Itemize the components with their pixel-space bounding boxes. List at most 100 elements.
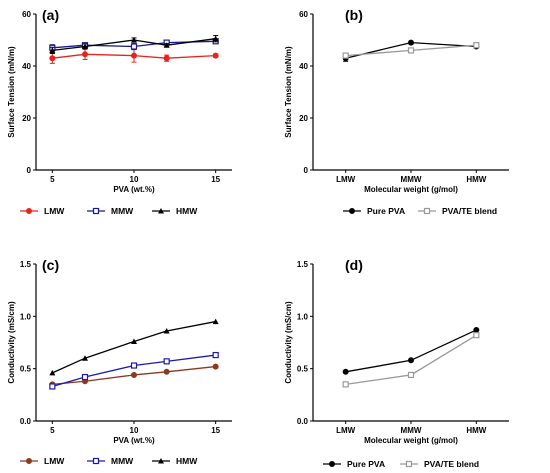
x-tick-label: 15 <box>211 175 220 184</box>
data-point <box>130 43 138 50</box>
data-point <box>212 363 219 370</box>
series-mmw <box>49 351 219 390</box>
panel-label: (d) <box>345 257 363 273</box>
y-tick-label: 1.0 <box>20 312 32 321</box>
data-point <box>49 47 56 53</box>
x-tick-label: LMW <box>336 426 356 435</box>
series-lmw <box>49 48 219 64</box>
panel-3: 0.0 0.5 1.0 1.5 5 10 15 PVA (wt.%) Conductivity … <box>7 257 232 466</box>
data-point <box>408 357 414 364</box>
legend-label: LMW <box>44 456 65 466</box>
data-point <box>473 42 480 49</box>
data-point <box>407 371 415 379</box>
data-point <box>408 39 414 46</box>
y-tick-label: 40 <box>299 62 308 71</box>
data-point <box>163 358 170 365</box>
x-axis-label: Molecular weight (g/mol) <box>364 185 458 194</box>
data-point <box>163 368 170 375</box>
series-lmw <box>49 363 219 388</box>
series-hmw <box>49 35 219 55</box>
legend-label: MMW <box>111 206 134 216</box>
x-tick-label: 5 <box>50 175 55 184</box>
panel-label: (c) <box>42 257 59 273</box>
x-tick-label: 15 <box>211 426 220 435</box>
data-point <box>163 327 170 334</box>
x-tick-label: MMW <box>401 175 422 184</box>
legend-item: PVA/TE blend <box>400 459 479 469</box>
data-point <box>49 383 56 390</box>
data-point <box>342 52 349 59</box>
legend-item: PVA/TE blend <box>418 206 497 216</box>
data-point <box>131 37 137 43</box>
x-tick-label: HMW <box>466 426 486 435</box>
legend-label: MMW <box>111 456 134 466</box>
data-point <box>473 332 480 339</box>
panel-label: (b) <box>345 7 363 23</box>
x-axis-label: PVA (wt.%) <box>113 436 155 445</box>
data-point <box>49 55 56 62</box>
legend-item: Pure PVA <box>343 206 405 216</box>
legend-marker <box>92 457 100 465</box>
legend-marker <box>26 208 32 214</box>
data-point <box>342 381 349 388</box>
legend-marker <box>26 458 32 464</box>
x-tick-label: MMW <box>401 426 422 435</box>
series-line <box>345 329 477 373</box>
legend-item: MMW <box>87 206 134 216</box>
legend-label: PVA/TE blend <box>442 206 497 216</box>
y-tick-label: 0 <box>27 166 32 175</box>
data-point <box>130 362 138 369</box>
series-pva-te-blend <box>342 42 480 59</box>
legend-item: LMW <box>20 456 65 466</box>
x-axis-label: Molecular weight (g/mol) <box>364 436 458 445</box>
data-point <box>163 55 170 62</box>
legend-item: MMW <box>87 456 134 466</box>
legend-label: Pure PVA <box>347 459 385 469</box>
data-point <box>212 35 219 42</box>
legend-marker <box>329 461 335 467</box>
legend-label: HMW <box>176 456 198 466</box>
x-tick-label: 10 <box>130 426 139 435</box>
legend-item: HMW <box>152 206 198 216</box>
series-pva-te-blend <box>342 332 480 388</box>
legend-label: LMW <box>44 206 65 216</box>
y-tick-label: 1.5 <box>297 260 309 269</box>
data-point <box>212 52 219 59</box>
data-point <box>407 47 415 54</box>
data-point <box>82 51 88 58</box>
y-tick-label: 20 <box>299 114 308 123</box>
legend-marker <box>158 208 164 214</box>
y-axis-label: Conductivity (mS/cm) <box>284 301 293 384</box>
legend-marker <box>423 207 431 215</box>
data-point <box>212 351 219 359</box>
legend-item: HMW <box>152 456 198 466</box>
y-tick-label: 0.5 <box>20 365 32 374</box>
y-tick-label: 0.0 <box>297 417 309 426</box>
legend-marker <box>158 458 164 464</box>
data-point <box>82 43 88 49</box>
y-axis-label: Surface Tension (mN/m) <box>7 46 16 138</box>
x-tick-label: HMW <box>466 175 486 184</box>
legend-marker <box>349 208 355 214</box>
x-axis-label: PVA (wt.%) <box>113 185 155 194</box>
legend-item: LMW <box>20 206 65 216</box>
y-tick-label: 20 <box>22 114 31 123</box>
legend-marker <box>92 207 100 215</box>
y-tick-label: 1.5 <box>20 260 32 269</box>
panel-2: 0 20 40 60 LMW MMW HMW Molecular weight (g/mol)… <box>284 7 509 216</box>
legend-label: PVA/TE blend <box>424 459 479 469</box>
y-tick-label: 60 <box>22 10 31 19</box>
data-point <box>49 369 56 376</box>
data-point <box>163 42 170 48</box>
data-point <box>342 368 349 375</box>
legend-label: Pure PVA <box>367 206 405 216</box>
x-tick-label: LMW <box>336 175 356 184</box>
panel-1: 0 20 40 60 5 10 15 PVA (wt.%) Surface Tension (m… <box>7 7 232 216</box>
y-tick-label: 60 <box>299 10 308 19</box>
y-tick-label: 1.0 <box>297 312 309 321</box>
legend-label: HMW <box>176 206 198 216</box>
data-point <box>473 326 480 333</box>
series-pure-pva <box>342 326 480 375</box>
data-point <box>81 373 89 381</box>
